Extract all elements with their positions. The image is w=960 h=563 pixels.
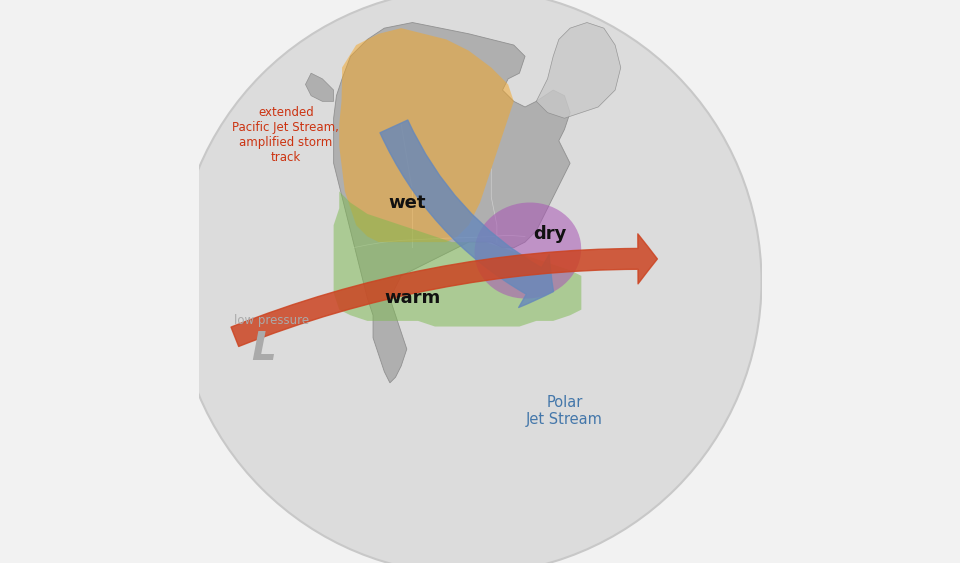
Text: warm: warm xyxy=(384,289,441,307)
Text: dry: dry xyxy=(534,225,567,243)
Ellipse shape xyxy=(474,203,581,298)
Text: Polar
Jet Stream: Polar Jet Stream xyxy=(526,395,603,427)
Polygon shape xyxy=(305,73,334,101)
Polygon shape xyxy=(334,191,582,327)
Text: L: L xyxy=(251,330,276,368)
FancyArrowPatch shape xyxy=(231,234,658,346)
FancyArrowPatch shape xyxy=(380,120,554,307)
Text: extended
Pacific Jet Stream,
amplified storm
track: extended Pacific Jet Stream, amplified s… xyxy=(232,106,339,164)
Polygon shape xyxy=(537,23,621,118)
Text: wet: wet xyxy=(388,194,425,212)
Ellipse shape xyxy=(176,0,761,563)
Text: low pressure: low pressure xyxy=(234,314,309,328)
Polygon shape xyxy=(334,23,570,383)
Polygon shape xyxy=(339,28,514,242)
